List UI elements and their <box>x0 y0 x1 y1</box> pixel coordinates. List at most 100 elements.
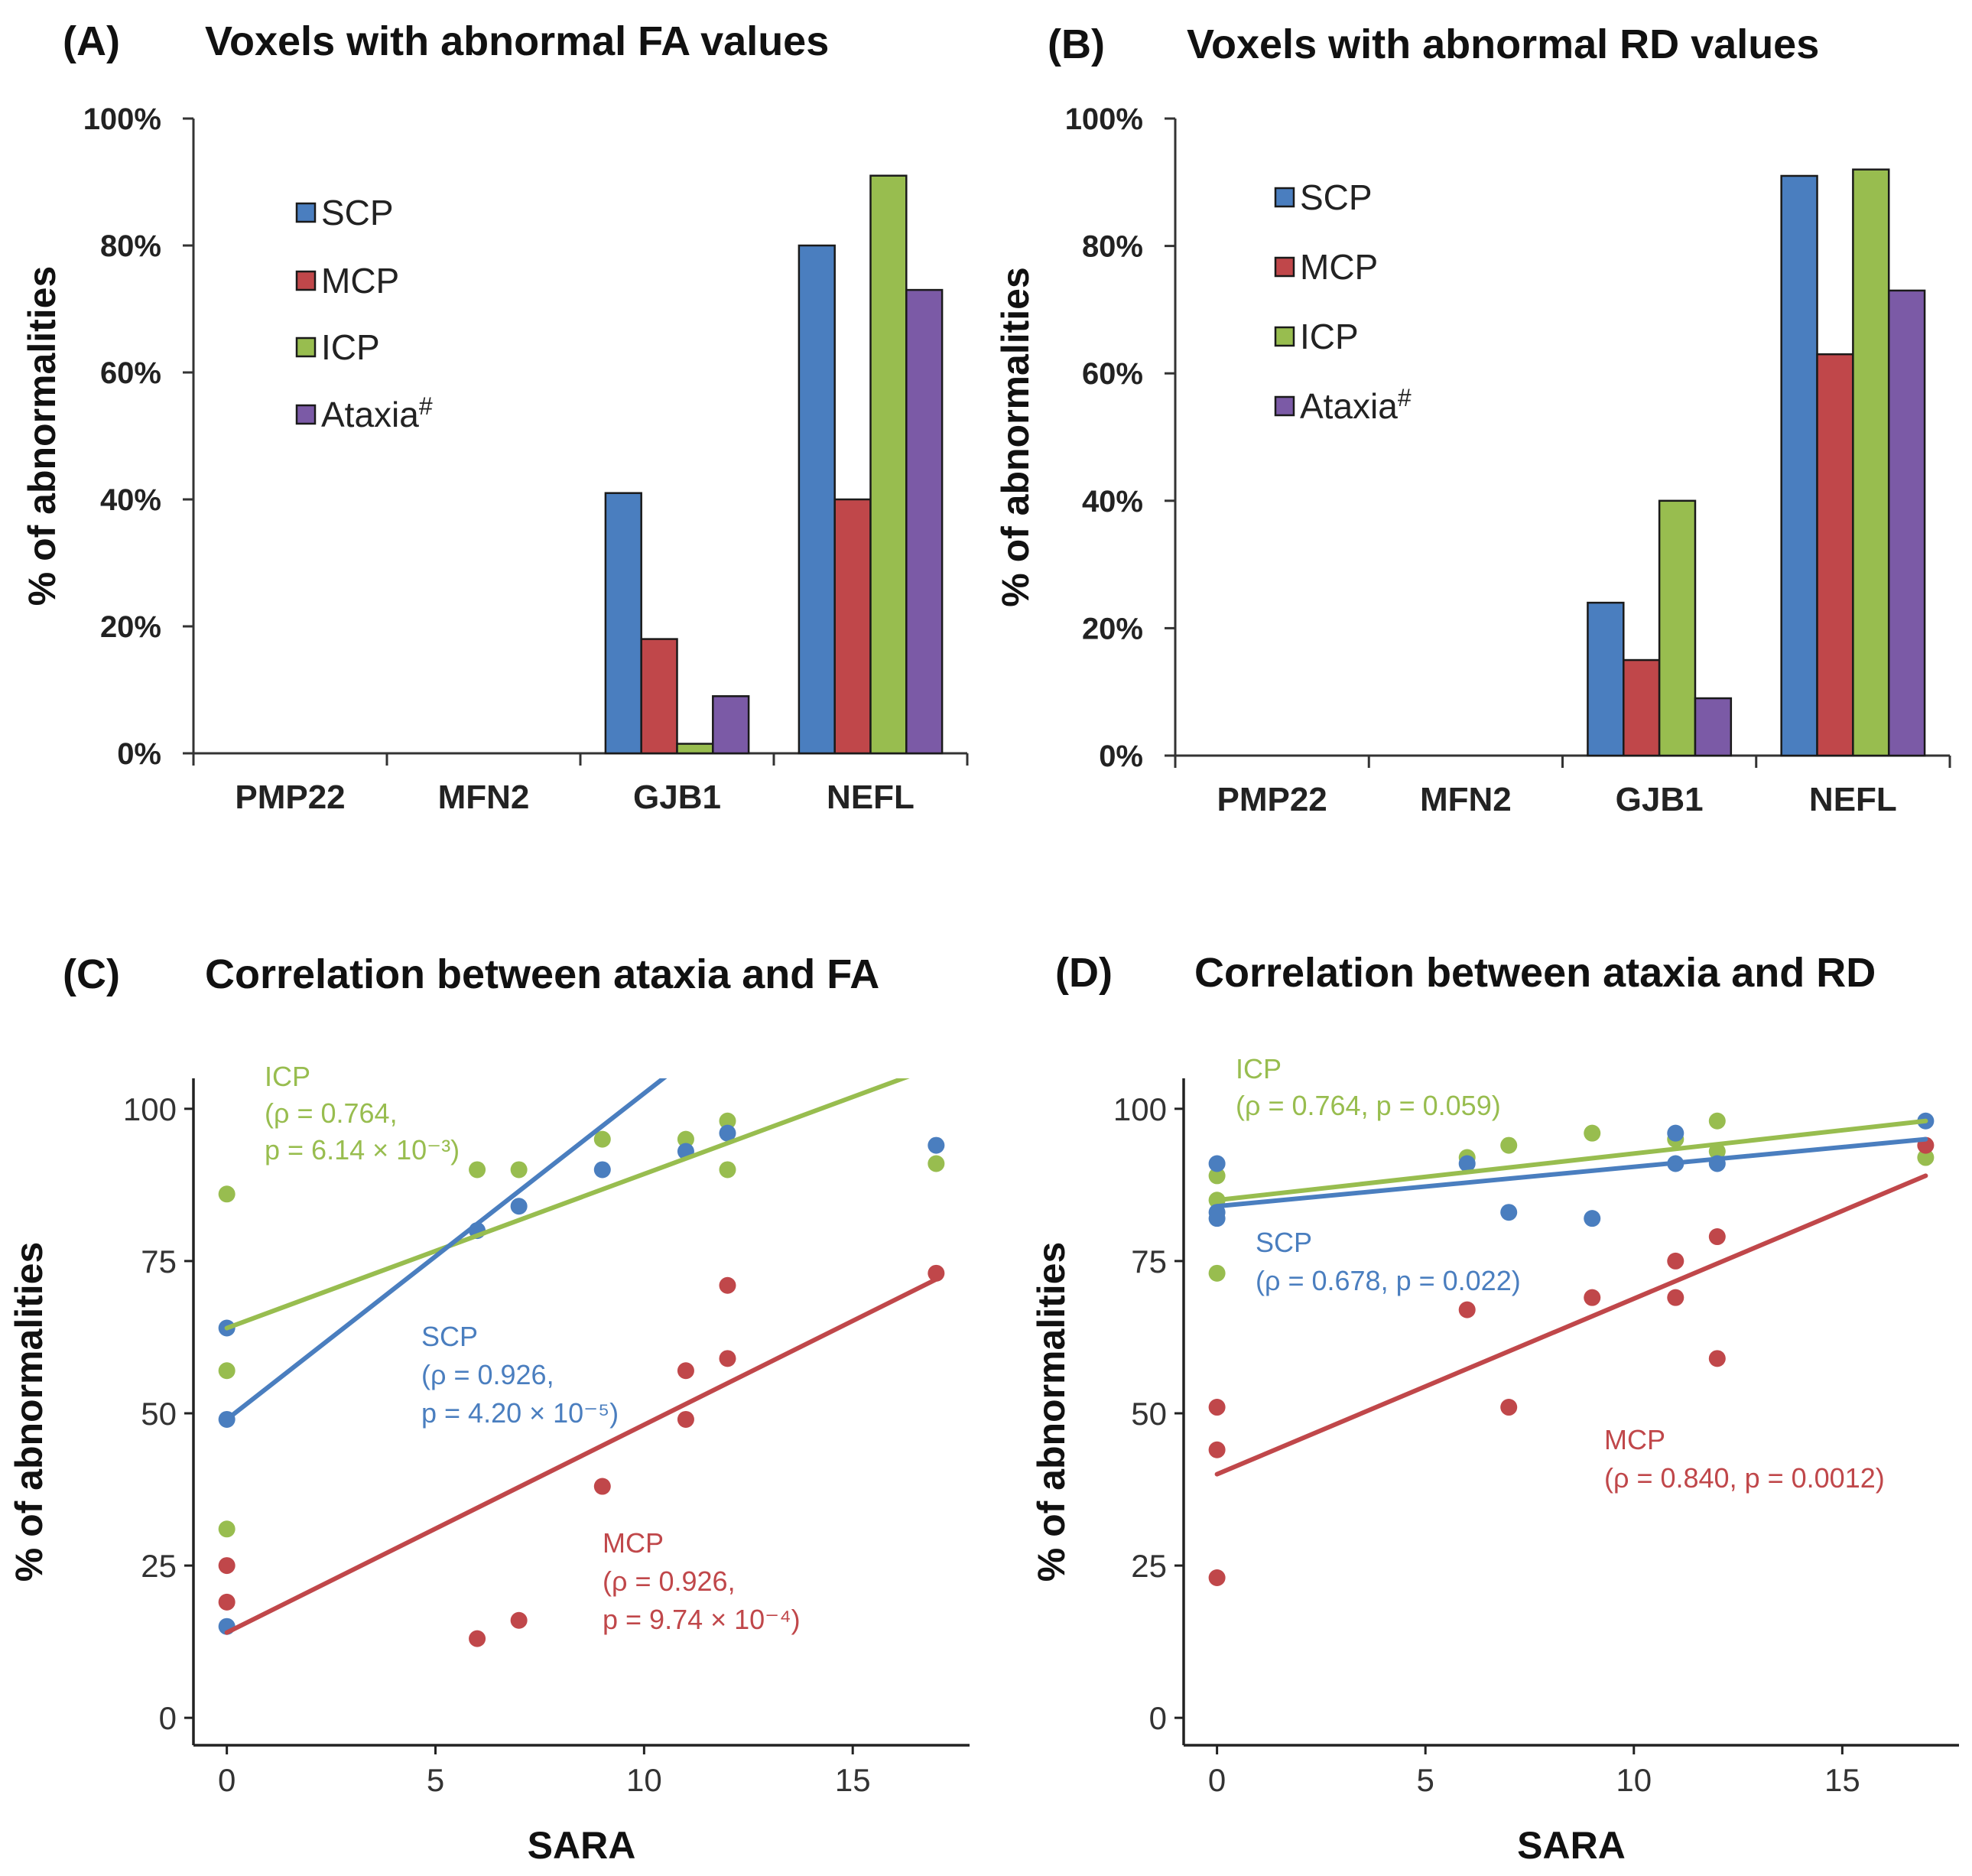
category-label-nefl: NEFL <box>827 779 915 816</box>
point-icp <box>510 1161 528 1179</box>
x-tick-label: 5 <box>1417 1762 1434 1798</box>
category-label-mfn2: MFN2 <box>1420 781 1512 818</box>
bar-scp-gjb1 <box>1587 601 1625 757</box>
point-mcp <box>1667 1289 1684 1306</box>
bar-mcp-gjb1 <box>1623 658 1661 757</box>
y-axis-title-a: % of abnormalities <box>21 266 63 606</box>
legend-label-icp: ICP <box>321 327 380 367</box>
point-scp <box>1667 1124 1684 1142</box>
x-tick-label: 0 <box>218 1762 236 1798</box>
y-tick-label: 20% <box>100 610 161 644</box>
category-label-mfn2: MFN2 <box>438 779 530 816</box>
point-mcp <box>1208 1441 1226 1458</box>
legend-swatch-icp <box>1274 326 1295 347</box>
legend-swatch-scp <box>295 202 317 223</box>
point-icp <box>1708 1143 1726 1160</box>
bar-scp-gjb1 <box>604 492 642 755</box>
panel-label-c: (C) <box>63 951 120 997</box>
legend-label-scp: SCP <box>1300 177 1373 217</box>
y-tick-label: 25 <box>141 1548 177 1584</box>
y-tick-label: 50 <box>141 1396 177 1432</box>
point-mcp <box>1584 1289 1601 1306</box>
bar-ataxia-gjb1 <box>712 695 750 755</box>
bar-ataxia-gjb1 <box>1694 697 1733 757</box>
point-icp <box>719 1112 736 1130</box>
annotation-mcp: (ρ = 0.926, <box>603 1566 736 1597</box>
y-tick-label: 60% <box>1082 357 1143 391</box>
x-tick-label: 0 <box>1208 1762 1226 1798</box>
bar-mcp-nefl <box>833 498 872 755</box>
point-scp <box>1458 1155 1476 1172</box>
point-scp <box>510 1198 528 1215</box>
point-mcp <box>1458 1301 1476 1318</box>
fit-line-scp <box>224 1078 668 1422</box>
point-icp <box>1708 1112 1726 1130</box>
x-tick-label: 15 <box>835 1762 871 1798</box>
plot-area-d <box>1208 1112 1935 1587</box>
point-mcp <box>469 1630 486 1647</box>
y-tick-label: 100 <box>123 1091 177 1127</box>
bar-icp-gjb1 <box>676 743 714 755</box>
legend-label-icp: ICP <box>1300 317 1359 356</box>
point-scp <box>1208 1210 1226 1227</box>
legend-label-ataxia: Ataxia# <box>321 392 433 434</box>
legend-swatch-mcp <box>1274 256 1295 278</box>
panel-label-b: (B) <box>1048 21 1105 67</box>
category-label-nefl: NEFL <box>1809 781 1897 818</box>
point-icp <box>1584 1124 1601 1142</box>
x-axis-title-c: SARA <box>528 1824 636 1867</box>
legend-label-ataxia: Ataxia# <box>1300 384 1412 426</box>
point-mcp <box>510 1611 528 1629</box>
legend-swatch-mcp <box>295 270 317 291</box>
point-mcp <box>1667 1252 1684 1270</box>
point-mcp <box>719 1350 736 1367</box>
panel-label-a: (A) <box>63 18 120 64</box>
annotation-scp: p = 4.20 × 10⁻⁵) <box>421 1397 619 1429</box>
bar-scp-nefl <box>798 244 836 755</box>
chart-title-b: Voxels with abnormal RD values <box>1187 21 1819 67</box>
legend-swatch-icp <box>295 337 317 358</box>
legend-label-mcp: MCP <box>321 261 399 301</box>
category-label-gjb1: GJB1 <box>1616 781 1704 818</box>
legend-swatch-ataxia <box>1274 395 1295 417</box>
point-icp <box>928 1155 945 1172</box>
y-tick-label: 75 <box>141 1244 177 1279</box>
annotation-mcp: MCP <box>603 1527 664 1559</box>
point-icp <box>719 1161 736 1179</box>
point-mcp <box>1708 1350 1726 1367</box>
point-mcp <box>677 1410 694 1428</box>
bar-icp-nefl <box>869 174 908 755</box>
panel-c-fa-scatter-plot: (C) Correlation between ataxia and FA 0 25 5… <box>8 951 970 1867</box>
point-icp <box>218 1520 236 1538</box>
bar-icp-gjb1 <box>1658 499 1697 757</box>
point-mcp <box>1208 1569 1226 1587</box>
x-tick-label: 5 <box>427 1762 444 1798</box>
annotation-icp: p = 6.14 × 10⁻³) <box>265 1134 460 1166</box>
legend-label-mcp: MCP <box>1300 247 1378 287</box>
y-tick-label: 100% <box>1065 102 1143 136</box>
point-icp <box>677 1130 694 1148</box>
fit-line-icp <box>224 1078 910 1331</box>
category-label-pmp22: PMP22 <box>235 779 345 816</box>
y-tick-label: 60% <box>100 356 161 390</box>
x-tick-label: 10 <box>1616 1762 1652 1798</box>
y-tick-label: 0 <box>1149 1700 1167 1736</box>
y-tick-label: 25 <box>1131 1548 1167 1584</box>
y-axis-title-d: % of abnormalities <box>1030 1242 1073 1582</box>
point-scp <box>928 1136 945 1154</box>
point-scp <box>1208 1155 1226 1172</box>
point-mcp <box>593 1478 611 1495</box>
point-scp <box>1584 1210 1601 1227</box>
y-tick-label: 0% <box>1099 740 1143 773</box>
y-tick-label: 100% <box>83 102 161 136</box>
bar-mcp-nefl <box>1816 353 1854 757</box>
y-tick-label: 50 <box>1131 1396 1167 1432</box>
x-tick-label: 15 <box>1824 1762 1860 1798</box>
annotation-scp: SCP <box>1256 1227 1312 1258</box>
category-label-pmp22: PMP22 <box>1217 781 1327 818</box>
y-tick-label: 0 <box>159 1700 177 1736</box>
y-tick-label: 80% <box>1082 230 1143 264</box>
y-tick-label: 0% <box>117 737 161 771</box>
chart-title-a: Voxels with abnormal FA values <box>205 18 829 64</box>
